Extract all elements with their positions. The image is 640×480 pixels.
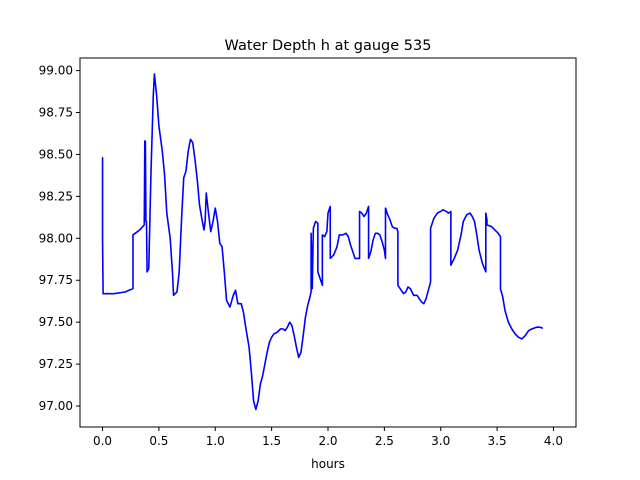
x-tick-label: 3.0 (431, 434, 450, 448)
y-tick-label: 97.75 (39, 273, 73, 287)
chart-title: Water Depth h at gauge 535 (225, 38, 432, 54)
y-tick-label: 97.25 (39, 357, 73, 371)
x-tick-label: 0.0 (93, 434, 112, 448)
y-tick-label: 97.00 (39, 399, 73, 413)
y-axis: 97.00 97.25 97.50 97.75 98.00 98.25 98.50 98.75… (39, 64, 80, 413)
x-tick-label: 3.5 (488, 434, 507, 448)
y-tick-label: 98.25 (39, 189, 73, 203)
series-line-water-depth (101, 73, 543, 411)
series-layer (101, 73, 543, 411)
x-tick-label: 4.0 (544, 434, 563, 448)
x-axis-label: hours (311, 457, 345, 471)
y-tick-label: 97.50 (39, 315, 73, 329)
y-tick-label: 99.00 (39, 64, 73, 78)
y-tick-label: 98.00 (39, 231, 73, 245)
x-tick-label: 1.5 (262, 434, 281, 448)
x-tick-label: 1.0 (206, 434, 225, 448)
x-tick-label: 2.0 (318, 434, 337, 448)
x-axis: 0.0 0.5 1.0 1.5 2.0 2.5 3.0 3.5 4.0 (93, 427, 563, 448)
x-tick-label: 2.5 (375, 434, 394, 448)
y-tick-label: 98.50 (39, 147, 73, 161)
y-tick-label: 98.75 (39, 106, 73, 120)
x-tick-label: 0.5 (149, 434, 168, 448)
